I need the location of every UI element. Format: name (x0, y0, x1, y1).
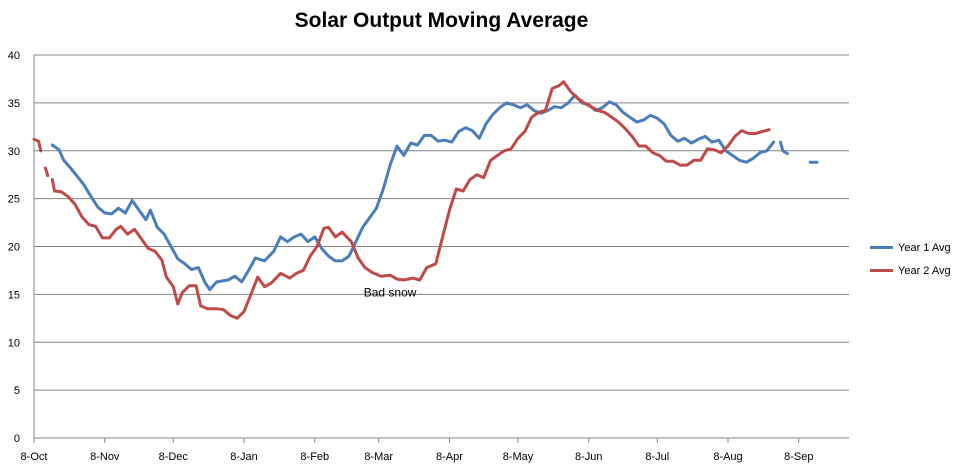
x-tick-label: 8-May (503, 451, 534, 463)
x-tick-label: 8-Jun (575, 451, 603, 463)
series-line-year-2 (32, 137, 43, 153)
y-tick-label: 35 (8, 98, 20, 110)
x-tick-label: 8-Oct (21, 451, 48, 463)
series-line-year-2 (43, 166, 50, 178)
x-tick-label: 8-Aug (713, 451, 742, 463)
y-tick-label: 30 (8, 146, 20, 158)
series-line-year-1 (50, 93, 776, 292)
series-line-year-2 (50, 80, 771, 320)
series-line-year-1 (779, 140, 789, 156)
y-tick-label: 40 (8, 50, 20, 62)
x-tick-label: 8-Mar (364, 451, 393, 463)
y-tick-label: 25 (8, 194, 20, 206)
chart-legend: Year 1 Avg Year 2 Avg (870, 236, 951, 282)
legend-swatch-year-2 (870, 269, 893, 272)
legend-label-year-2: Year 2 Avg (898, 264, 951, 277)
x-tick-label: 8-Sep (784, 451, 813, 463)
x-tick-label: 8-Nov (90, 451, 120, 463)
x-tick-label: 8-Jan (230, 451, 258, 463)
legend-item-year-2: Year 2 Avg (870, 259, 951, 282)
legend-swatch-year-1 (870, 246, 893, 249)
chart-title: Solar Output Moving Average (294, 9, 589, 32)
x-tick-label: 8-Feb (300, 451, 329, 463)
legend-label-year-1: Year 1 Avg (898, 241, 951, 254)
y-tick-label: 5 (14, 385, 20, 397)
y-tick-label: 0 (14, 433, 20, 445)
legend-item-year-1: Year 1 Avg (870, 236, 951, 259)
y-tick-label: 10 (8, 337, 20, 349)
x-tick-label: 8-Apr (436, 451, 463, 463)
x-tick-label: 8-Dec (159, 451, 189, 463)
y-tick-label: 15 (8, 289, 20, 301)
annotation-label: Bad snow (364, 285, 417, 299)
y-tick-label: 20 (8, 242, 20, 254)
x-tick-label: 8-Jul (645, 451, 669, 463)
